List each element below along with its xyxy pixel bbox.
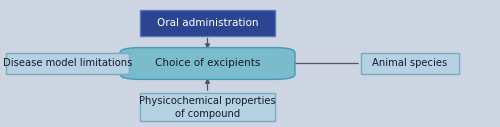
Text: Disease model limitations: Disease model limitations (3, 59, 132, 68)
FancyBboxPatch shape (140, 93, 275, 121)
Text: Oral administration: Oral administration (157, 18, 258, 28)
FancyBboxPatch shape (6, 53, 129, 74)
FancyBboxPatch shape (120, 48, 295, 79)
Text: Choice of excipients: Choice of excipients (155, 59, 260, 68)
Text: Physicochemical properties
of compound: Physicochemical properties of compound (139, 96, 276, 118)
Text: Animal species: Animal species (372, 59, 448, 68)
FancyBboxPatch shape (361, 53, 459, 74)
FancyBboxPatch shape (140, 10, 275, 36)
